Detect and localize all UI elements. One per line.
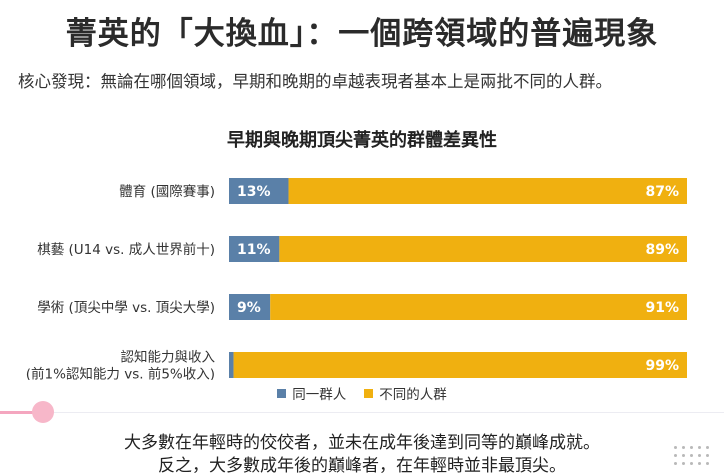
legend-swatch-different-group <box>364 388 374 398</box>
bar-segment-different-group <box>279 236 687 262</box>
bar-segment-different-group <box>270 294 687 320</box>
bar-segment-different-group <box>233 352 687 378</box>
bar-segment-same-group <box>229 178 289 204</box>
data-label: 91% <box>645 300 679 316</box>
progress-fill <box>0 411 44 414</box>
chart-title: 早期與晚期頂尖菁英的群體差異性 <box>227 130 497 151</box>
page-title: 菁英的「大換血」：一個跨領域的普遍現象 <box>65 16 659 52</box>
legend-label-different-group: 不同的人群 <box>379 387 447 403</box>
legend-swatch-same-group <box>277 388 287 398</box>
data-label: 87% <box>645 184 679 200</box>
corner-dot-pattern <box>674 446 720 472</box>
data-label: 9% <box>237 300 261 316</box>
legend-item-different-group: 不同的人群 <box>364 383 447 403</box>
data-label: 11% <box>237 242 271 258</box>
category-label: 棋藝 (U14 vs. 成人世界前十) <box>37 241 215 258</box>
bar-segment-same-group <box>229 294 271 320</box>
progress-track[interactable] <box>0 412 724 413</box>
legend-label-same-group: 同一群人 <box>292 387 347 403</box>
page-subtitle: 核心發現：無論在哪個領域，早期和晚期的卓越表現者基本上是兩批不同的人群。 <box>18 72 612 91</box>
progress-handle[interactable] <box>32 401 55 423</box>
footer-line-1: 大多數在年輕時的佼佼者，並未在成年後達到同等的巔峰成就。 <box>124 433 600 453</box>
data-label: 99% <box>645 358 679 374</box>
category-label: (前1%認知能力 vs. 前5%收入) <box>26 366 215 381</box>
category-label: 學術 (頂尖中學 vs. 頂尖大學) <box>37 300 215 316</box>
footer-line-2: 反之，大多數成年後的巔峰者，在年輕時並非最頂尖。 <box>158 456 566 476</box>
data-label: 89% <box>645 242 679 258</box>
chart-legend: 同一群人 不同的人群 <box>0 383 724 403</box>
category-label: 認知能力與收入 <box>121 349 216 366</box>
bar-segment-same-group <box>229 352 234 378</box>
bar-segment-different-group <box>288 178 687 204</box>
stacked-bar-chart: 體育 (國際賽事) 13% 87% 棋藝 (U14 vs. 成人世界前十) 11% 89%… <box>26 178 687 381</box>
bar-segment-same-group <box>229 236 280 262</box>
data-label: 13% <box>237 184 271 200</box>
legend-item-same-group: 同一群人 <box>277 383 346 403</box>
category-label: 體育 (國際賽事) <box>119 183 215 200</box>
